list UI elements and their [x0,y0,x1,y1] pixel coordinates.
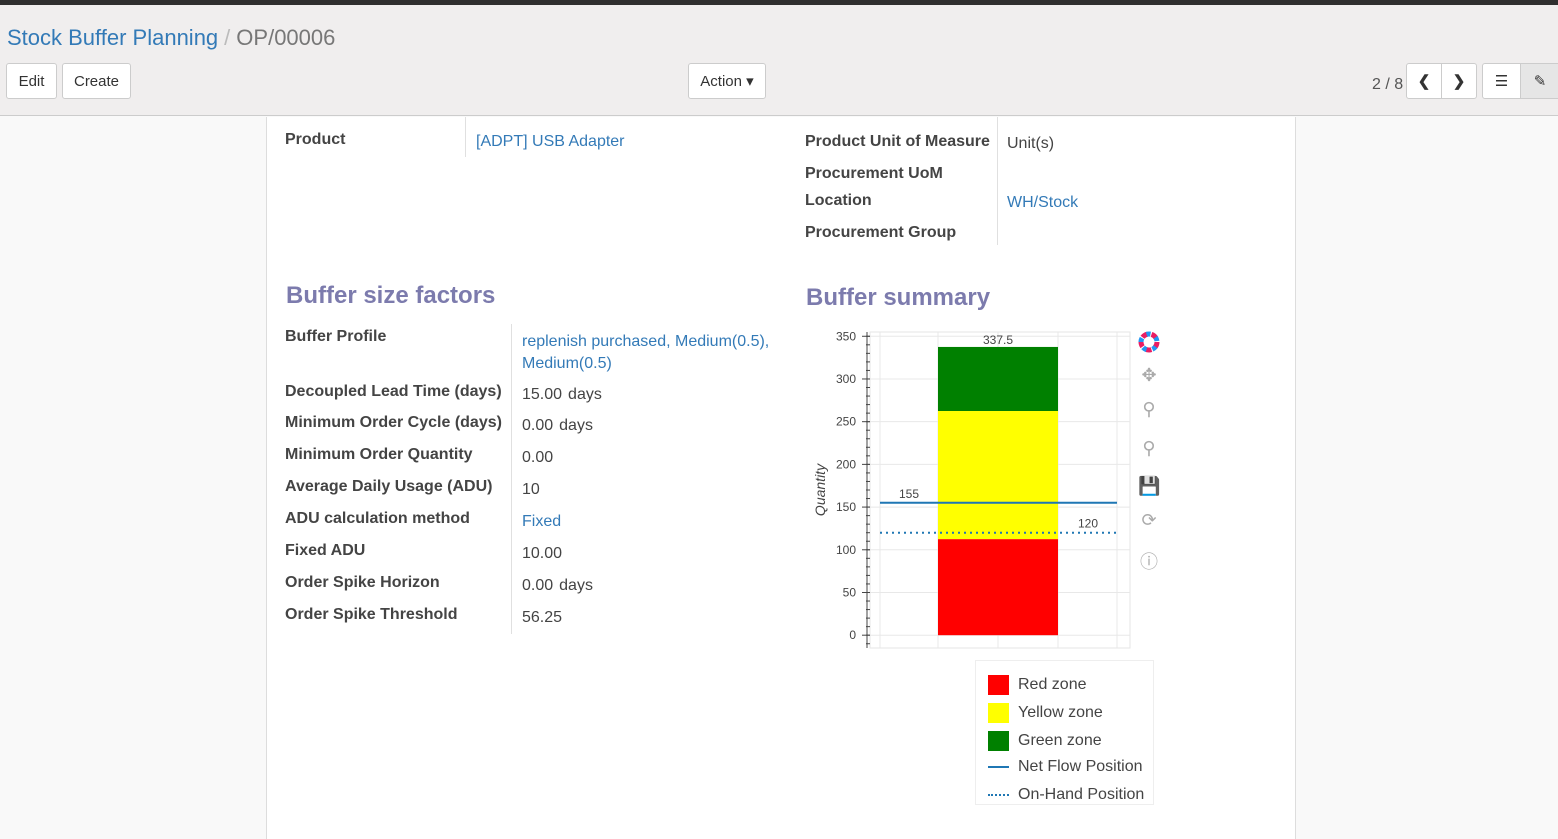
factor-value: 0.00 days [522,417,593,434]
bar-label: 337.5 [983,333,1013,347]
edit-button[interactable]: Edit [6,63,57,99]
uom-value: Unit(s) [1007,135,1055,152]
bar-green-zone [938,346,1058,411]
bar-red-zone [938,539,1058,636]
factor-value: 10 [522,481,540,498]
factor-value[interactable]: replenish purchased, Medium(0.5), Medium… [522,333,770,372]
factor-value: 0.00 [522,449,554,466]
pager-value: 2 / 8 [1372,76,1404,93]
save-icon[interactable]: 💾 [1138,476,1161,496]
factor-value: 56.25 [522,609,563,626]
list-icon: ☰ [1494,73,1509,90]
breadcrumb-parent[interactable]: Stock Buffer Planning [7,25,219,50]
y-tick-label: 350 [836,329,856,343]
factor-value[interactable]: Fixed [522,513,562,530]
line-label: 120 [1078,517,1098,531]
y-tick-label: 200 [836,457,856,471]
product-label: Product [285,131,346,148]
procurement-uom-label: Procurement UoM [805,165,943,182]
previous-button[interactable]: ❮ [1406,63,1442,99]
help-icon[interactable]: ⓘ [1140,552,1158,572]
box-zoom-icon[interactable]: ⚲ [1142,399,1156,419]
action-dropdown[interactable]: Action ▾ [688,63,766,99]
chevron-right-icon: ❯ [1452,73,1466,90]
factor-label: Average Daily Usage (ADU) [285,478,493,495]
bar-yellow-zone [938,411,1058,540]
breadcrumb: Stock Buffer Planning / OP/00006 [7,25,336,50]
create-button[interactable]: Create [62,63,131,99]
wheel-zoom-icon[interactable]: ⚲ [1142,438,1156,458]
bokeh-logo-icon[interactable] [1138,331,1160,353]
legend-red-zone: Red zone [988,675,1087,695]
list-view-button[interactable]: ☰ [1482,63,1521,99]
legend-on-hand: On-Hand Position [988,786,1144,804]
y-tick-label: 150 [836,500,856,514]
location-label: Location [805,192,872,209]
edit-icon: ✎ [1533,73,1547,90]
reset-icon[interactable]: ⟳ [1141,510,1157,530]
uom-label: Product Unit of Measure [805,133,990,150]
location-link[interactable]: WH/Stock [1007,194,1079,211]
chart-legend: Red zone Yellow zone Green zone Net Flow… [975,660,1154,805]
legend-green-zone: Green zone [988,731,1102,751]
y-tick-label: 0 [849,628,856,642]
factor-value: 15.00 days [522,386,602,403]
factor-label: ADU calculation method [285,510,470,527]
factor-label: Order Spike Threshold [285,606,458,623]
breadcrumb-current: OP/00006 [236,25,336,50]
factor-label: Fixed ADU [285,542,366,559]
buffer-chart: 050100150200250300350Quantity112.5262.53… [812,329,1131,649]
factor-label: Minimum Order Quantity [285,446,473,463]
y-tick-label: 300 [836,372,856,386]
buffer-size-factors-title: Buffer size factors [286,282,496,309]
factor-label: Order Spike Horizon [285,574,440,591]
y-tick-label: 100 [836,543,856,557]
pan-tool-icon[interactable]: ✥ [1141,365,1157,385]
product-link[interactable]: [ADPT] USB Adapter [476,133,625,150]
legend-yellow-zone: Yellow zone [988,703,1103,723]
y-axis-label: Quantity [812,463,828,516]
line-label: 155 [899,487,919,501]
y-tick-label: 50 [843,585,857,599]
factor-value: 10.00 [522,545,563,562]
y-tick-label: 250 [836,415,856,429]
form-view-button[interactable]: ✎ [1520,63,1558,99]
top-bar [0,0,1558,5]
control-panel: Stock Buffer Planning / OP/00006 [0,5,1558,116]
factor-label: Buffer Profile [285,328,387,345]
factor-label: Minimum Order Cycle (days) [285,414,502,431]
next-button[interactable]: ❯ [1441,63,1477,99]
legend-net-flow: Net Flow Position [988,758,1143,776]
factor-label: Decoupled Lead Time (days) [285,383,502,400]
factor-value: 0.00 days [522,577,593,594]
procurement-group-label: Procurement Group [805,224,957,241]
chevron-left-icon: ❮ [1417,73,1431,90]
buffer-summary-title: Buffer summary [806,284,991,311]
